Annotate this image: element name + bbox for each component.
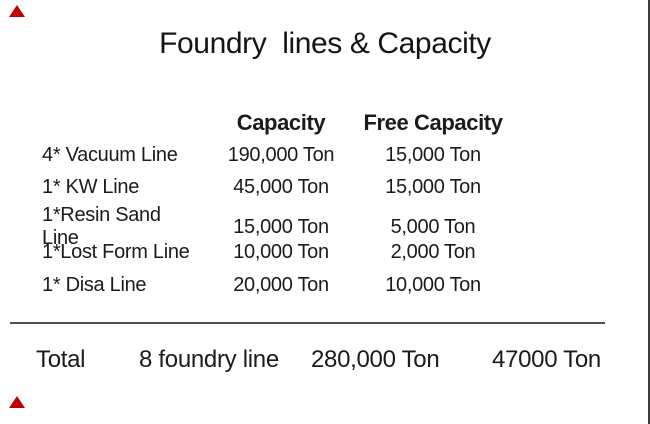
table-row: 4* Vacuum Line 190,000 Ton 15,000 Ton (42, 139, 606, 172)
row-capacity: 20,000 Ton (233, 273, 329, 296)
table-body: 4* Vacuum Line 190,000 Ton 15,000 Ton 1*… (42, 139, 606, 302)
total-label: Total (36, 346, 86, 373)
row-free-capacity: 5,000 Ton (390, 215, 476, 238)
row-label: 4* Vacuum Line (42, 143, 178, 166)
row-free-capacity: 10,000 Ton (385, 273, 481, 296)
row-capacity: 15,000 Ton (233, 215, 329, 238)
column-header-capacity: Capacity (236, 110, 326, 135)
total-row: Total 8 foundry line 280,000 Ton 47000 T… (0, 346, 650, 374)
table-row: 1* KW Line 45,000 Ton 15,000 Ton (42, 172, 606, 205)
row-capacity: 10,000 Ton (233, 241, 329, 264)
slide-right-border (648, 0, 650, 424)
column-header-free-capacity: Free Capacity (363, 110, 503, 135)
table-row: 1* Disa Line 20,000 Ton 10,000 Ton (42, 269, 606, 302)
table-row: 1*Resin Sand Line 15,000 Ton 5,000 Ton (42, 204, 606, 249)
table-header-row: Capacity Free Capacity (42, 108, 606, 138)
table-row: 1*Lost Form Line 10,000 Ton 2,000 Ton (42, 237, 606, 270)
total-line-count: 8 foundry line (139, 346, 279, 373)
total-separator-line (10, 322, 605, 324)
row-label: 1*Resin Sand Line (42, 204, 161, 249)
row-capacity: 190,000 Ton (227, 143, 335, 166)
total-capacity: 280,000 Ton (311, 346, 440, 373)
slide-title: Foundry lines & Capacity (159, 27, 491, 60)
row-free-capacity: 15,000 Ton (385, 143, 481, 166)
row-capacity: 45,000 Ton (233, 176, 329, 199)
total-free-capacity: 47000 Ton (492, 346, 601, 373)
row-label: 1* Disa Line (42, 273, 147, 296)
red-triangle-bottom-left-icon (9, 396, 25, 408)
row-label: 1* KW Line (42, 176, 140, 199)
row-free-capacity: 15,000 Ton (385, 176, 481, 199)
row-free-capacity: 2,000 Ton (390, 241, 476, 264)
red-triangle-top-left-icon (9, 5, 25, 17)
row-label: 1*Lost Form Line (42, 241, 190, 264)
